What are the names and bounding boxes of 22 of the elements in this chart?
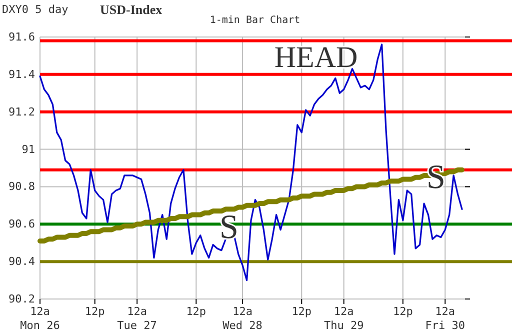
y-tick-label: 91 bbox=[22, 142, 35, 156]
x-tick-label: 12a Thu 29 bbox=[324, 305, 364, 332]
y-tick-label: 90.2 bbox=[8, 292, 35, 306]
line-series bbox=[39, 44, 463, 282]
chart-subtitle: 1-min Bar Chart bbox=[210, 15, 300, 26]
x-tick-label: 12p bbox=[84, 305, 105, 318]
x-tick-label: 12p bbox=[292, 305, 312, 318]
x-tick-label: 12p bbox=[392, 305, 413, 318]
y-tick-label: 91.2 bbox=[8, 105, 35, 118]
annotation: HEAD bbox=[274, 40, 358, 74]
y-tick-label: 90.8 bbox=[8, 180, 35, 194]
y-tick-label: 90.4 bbox=[8, 255, 36, 268]
x-tick-label: 12a Tue 27 bbox=[117, 305, 157, 332]
y-tick-label: 91.6 bbox=[8, 30, 35, 44]
y-tick-label: 91.4 bbox=[8, 68, 36, 81]
x-tick-label: 12a Mon 26 bbox=[20, 305, 60, 332]
y-tick-label: 90.6 bbox=[8, 218, 35, 231]
x-tick-label: 12p bbox=[186, 305, 206, 318]
text: DXY0 5 day bbox=[2, 3, 69, 16]
x-tick-label: 12a Fri 30 bbox=[425, 305, 465, 332]
chart-title: USD-Index bbox=[100, 2, 163, 17]
x-tick-label: 12a Wed 28 bbox=[222, 305, 262, 332]
